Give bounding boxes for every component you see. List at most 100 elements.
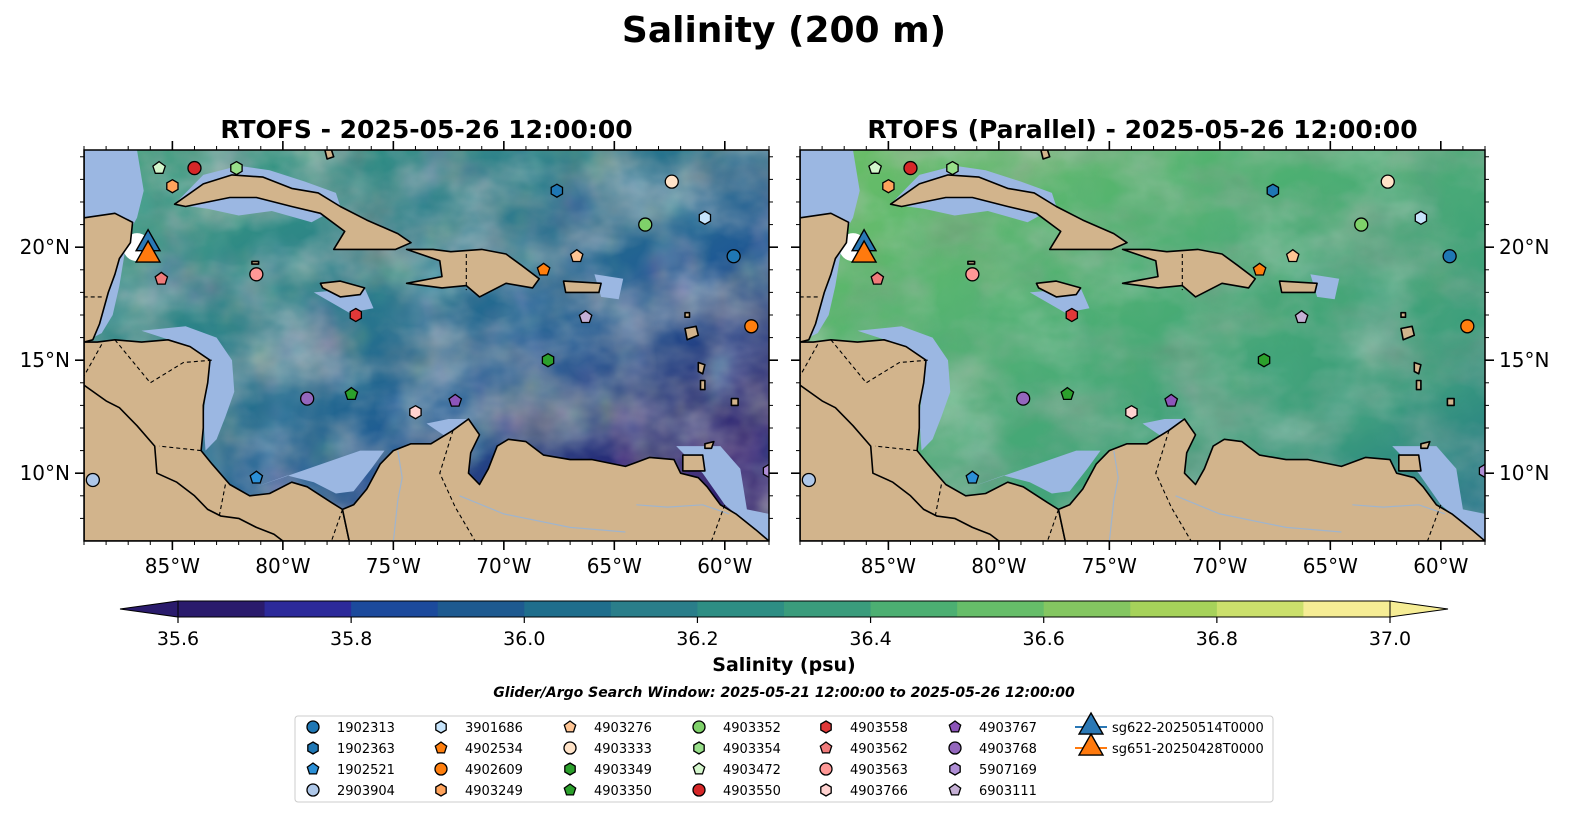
legend-item-4903349: 4903349 [564, 762, 652, 778]
legend-circle-icon [819, 762, 833, 776]
float-6903111 [1294, 309, 1309, 324]
land-cuba [889, 174, 1128, 251]
country-border [330, 509, 344, 541]
float-4903350 [1060, 386, 1075, 401]
legend-label: 4903276 [594, 721, 652, 736]
legend-hexagon-icon [435, 783, 447, 797]
land-southam [341, 418, 769, 541]
legend-label: 5907169 [979, 763, 1037, 778]
x-tick-label: 60°W [1413, 554, 1468, 578]
legend-label: 4903558 [850, 721, 908, 736]
x-tick-label: 80°W [971, 554, 1026, 578]
land-guad [1400, 325, 1416, 341]
legend-hexagon-icon [435, 720, 447, 734]
land-jamaica [319, 280, 366, 298]
legend-item-6903111: 6903111 [948, 783, 1037, 799]
map-frame [799, 149, 1486, 542]
legend-circle-icon [434, 762, 448, 776]
land-jamaica [1035, 280, 1082, 298]
legend-label: 4903766 [850, 784, 908, 799]
legend-pentagon-icon [306, 762, 320, 775]
colorbar-bin [1130, 601, 1218, 617]
legend-label: 4903563 [850, 763, 908, 778]
legend-label: 4903768 [979, 742, 1037, 757]
country-border [84, 344, 103, 377]
float-4903472 [152, 160, 167, 174]
float-2903904 [85, 472, 100, 488]
legend-item-1902313: 1902313 [306, 720, 395, 736]
legend-pentagon-icon [692, 762, 706, 775]
colorbar-bin [697, 601, 785, 617]
y-tick-label: 20°N [1499, 235, 1549, 259]
legend-label: 4903249 [465, 784, 523, 799]
land-mart [1413, 361, 1422, 375]
colorbar-bin [437, 601, 525, 617]
land-yucatan [84, 150, 134, 343]
float-4903562 [870, 271, 885, 285]
colorbar-label: Salinity (psu) [712, 654, 855, 676]
float-4903276 [569, 248, 584, 263]
legend-hexagon-icon [307, 741, 319, 755]
country-border [934, 484, 942, 519]
legend-hexagon-icon [820, 783, 832, 797]
legend-pentagon-icon [563, 783, 577, 796]
float-4903333 [1380, 174, 1395, 189]
legend-hexagon-icon [820, 720, 832, 734]
legend-label: sg651-20250428T0000 [1112, 742, 1264, 757]
country-border [800, 344, 819, 377]
float-4903249 [882, 178, 895, 194]
land-trinidad [681, 454, 706, 472]
colorbar-bin [264, 601, 352, 617]
legend-hexagon-icon [949, 762, 961, 776]
legend-item-4903558: 4903558 [820, 720, 908, 736]
legend-item-4903472: 4903472 [692, 762, 781, 778]
x-tick-label: 65°W [1303, 554, 1358, 578]
land-caymanA [967, 260, 976, 265]
legend-label: 3901686 [465, 721, 523, 736]
float-2903904 [801, 472, 816, 488]
legend-pentagon-icon [948, 783, 962, 796]
legend-label: sg622-20250514T0000 [1112, 721, 1264, 736]
shelf-area [965, 450, 1101, 494]
legend-item-4903350: 4903350 [563, 783, 652, 799]
legend-label: 6903111 [979, 784, 1037, 799]
legend-item-5907169: 5907169 [949, 762, 1037, 778]
x-tick-label: 65°W [587, 554, 642, 578]
y-tick-label: 20°N [20, 235, 70, 259]
shelf-area [594, 274, 624, 300]
float-4903354 [230, 160, 243, 176]
legend-circle-icon [692, 720, 706, 734]
colorbar-extend-max [1389, 600, 1449, 618]
float-4903350 [344, 386, 359, 401]
land-hispaniola [1121, 248, 1256, 298]
legend-item-4903249: 4903249 [435, 783, 523, 799]
legend-label: 4903350 [594, 784, 652, 799]
legend-label: 4903562 [850, 742, 908, 757]
colorbar-tick-label: 35.6 [157, 628, 199, 650]
float-4903472 [868, 160, 883, 174]
legend-label: 4903354 [723, 742, 781, 757]
float-4903349 [1257, 352, 1271, 368]
colorbar-tick-label: 36.6 [1023, 628, 1065, 650]
float-4903558 [1065, 307, 1079, 323]
legend-item-4902534: 4902534 [434, 741, 523, 757]
legend-pentagon-icon [563, 720, 577, 733]
panel-title: RTOFS (Parallel) - 2025-05-26 12:00:00 [867, 115, 1417, 144]
float-1902521 [965, 470, 980, 484]
land-mart [697, 361, 706, 375]
legend-item-2903904: 2903904 [306, 783, 395, 799]
legend-item-4903768: 4903768 [948, 741, 1037, 757]
panel-title: RTOFS - 2025-05-26 12:00:00 [220, 115, 632, 144]
glider-sg651-20250428T0000 [134, 239, 162, 263]
country-border [1155, 430, 1192, 541]
colorbar-bin [957, 601, 1045, 617]
colorbar-bin [1216, 601, 1304, 617]
float-3901686 [698, 210, 712, 226]
land-barb [1446, 397, 1455, 407]
legend-label: 4902534 [465, 742, 523, 757]
land-puertorico [1278, 280, 1318, 294]
float-4903562 [154, 271, 169, 285]
land-bahamas1 [324, 150, 335, 160]
map-frame [83, 149, 770, 542]
land-lesser [684, 311, 691, 319]
